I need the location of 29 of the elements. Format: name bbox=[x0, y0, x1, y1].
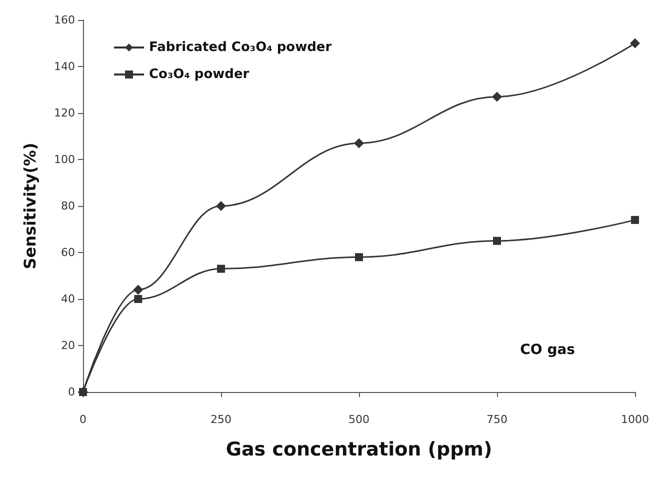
point bbox=[134, 295, 142, 303]
point bbox=[492, 92, 502, 102]
y-tick-label: 100 bbox=[54, 153, 75, 166]
legend-label: Fabricated Co₃O₄ powder bbox=[149, 40, 332, 55]
y-tick-label: 20 bbox=[61, 339, 75, 352]
point bbox=[355, 253, 363, 262]
point bbox=[630, 38, 640, 48]
point bbox=[493, 236, 501, 245]
point bbox=[216, 201, 226, 211]
point bbox=[217, 264, 225, 273]
annotation: CO gas bbox=[520, 342, 576, 358]
y-tick-label: 140 bbox=[54, 60, 75, 73]
y-axis-title: Sensitivity(%) bbox=[20, 142, 40, 270]
legend-label: Co₃O₄ powder bbox=[149, 67, 250, 82]
x-tick-label: 750 bbox=[486, 413, 508, 426]
y-tick-label: 160 bbox=[54, 14, 75, 26]
x-tick-label: 500 bbox=[348, 413, 370, 426]
y-tick-label: 80 bbox=[61, 200, 75, 212]
x-tick-label: 250 bbox=[210, 413, 232, 426]
y-tick-label: 120 bbox=[54, 106, 75, 120]
y-tick-label: 40 bbox=[61, 292, 75, 306]
point bbox=[354, 138, 364, 148]
x-tick-label: 0 bbox=[80, 413, 86, 426]
x-axis-title: Gas concentration (ppm) bbox=[226, 438, 492, 460]
y-tick-label: 60 bbox=[61, 246, 75, 259]
point bbox=[133, 284, 144, 295]
x-tick-label: 1000 bbox=[621, 413, 649, 426]
point bbox=[631, 216, 639, 224]
y-tick-label: 0 bbox=[68, 386, 75, 398]
